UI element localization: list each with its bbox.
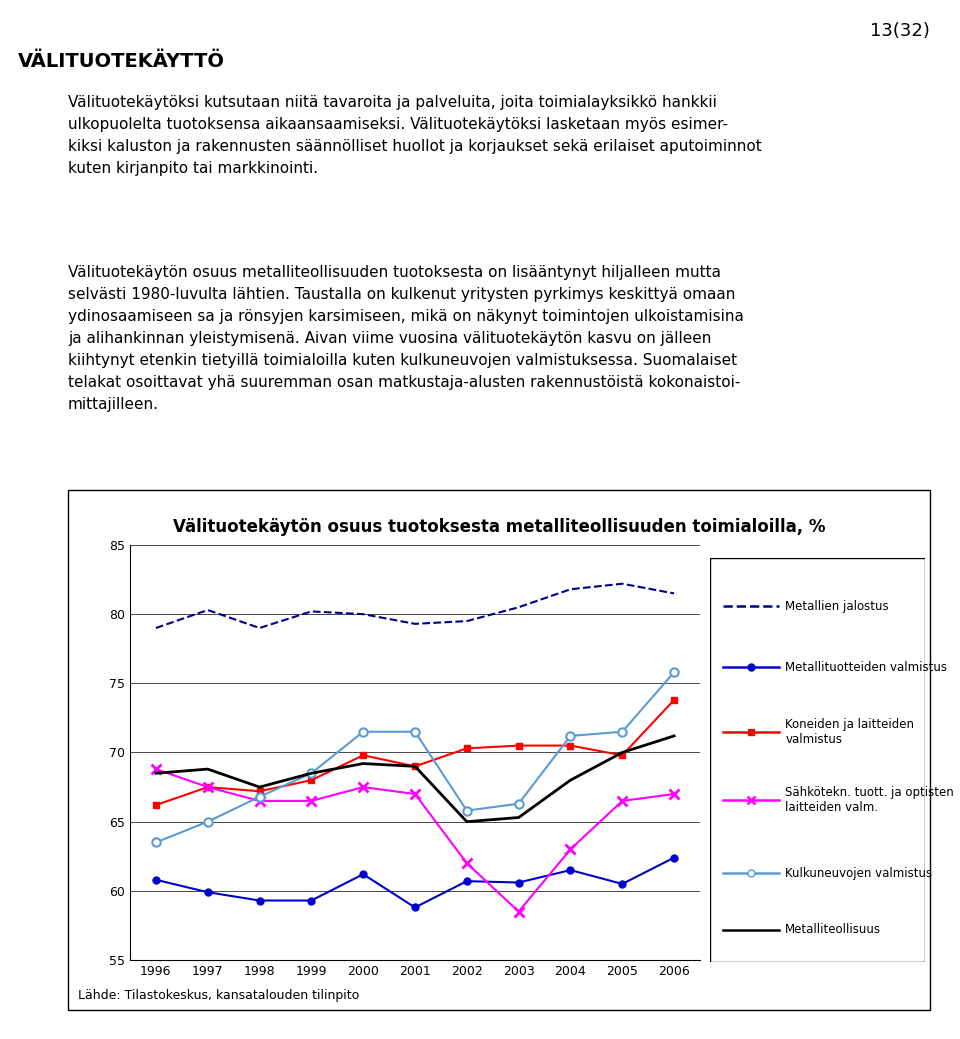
Metalliteollisuus xyxy=(564,774,576,787)
Metalliteollisuus xyxy=(409,761,420,773)
Kulkuneuvojen valmistus xyxy=(668,666,680,678)
Metallituotteiden valmistus xyxy=(513,876,524,888)
Metallituotteiden valmistus xyxy=(357,868,369,880)
Metallien jalostus xyxy=(616,578,628,590)
Metallituotteiden valmistus xyxy=(150,874,161,886)
Koneiden ja laitteiden valmistus xyxy=(202,781,213,794)
Text: ja alihankinnan yleistymisenä. Aivan viime vuosina välituotekäytön kasvu on jäll: ja alihankinnan yleistymisenä. Aivan vii… xyxy=(68,331,711,346)
Koneiden ja laitteiden valmistus xyxy=(513,740,524,752)
Metalliteollisuus xyxy=(150,767,161,779)
Koneiden ja laitteiden valmistus xyxy=(616,749,628,762)
Metallien jalostus xyxy=(150,621,161,634)
Text: Kulkuneuvojen valmistus: Kulkuneuvojen valmistus xyxy=(785,867,932,880)
Kulkuneuvojen valmistus xyxy=(513,798,524,810)
Sähkötekn. tuott. ja optisten
laitteiden valm. xyxy=(150,763,161,775)
Sähkötekn. tuott. ja optisten
laitteiden valm. xyxy=(668,788,680,800)
Kulkuneuvojen valmistus xyxy=(305,767,317,779)
Text: Välituotekäytöksi kutsutaan niitä tavaroita ja palveluita, joita toimialayksikkö: Välituotekäytöksi kutsutaan niitä tavaro… xyxy=(68,95,717,110)
Sähkötekn. tuott. ja optisten
laitteiden valm. xyxy=(253,795,265,807)
Text: Välituotekäytön osuus tuotoksesta metalliteollisuuden toimialoilla, %: Välituotekäytön osuus tuotoksesta metall… xyxy=(173,518,826,536)
Kulkuneuvojen valmistus xyxy=(461,804,472,817)
Metalliteollisuus xyxy=(616,746,628,758)
Metallien jalostus xyxy=(461,615,472,628)
Koneiden ja laitteiden valmistus xyxy=(253,785,265,798)
Metallituotteiden valmistus xyxy=(202,886,213,899)
Koneiden ja laitteiden valmistus xyxy=(150,799,161,811)
Metallituotteiden valmistus xyxy=(564,863,576,876)
Line: Metallituotteiden valmistus: Metallituotteiden valmistus xyxy=(153,854,678,911)
Text: Metallituotteiden valmistus: Metallituotteiden valmistus xyxy=(785,661,948,673)
Text: kiihtynyt etenkin tietyillä toimialoilla kuten kulkuneuvojen valmistuksessa. Suo: kiihtynyt etenkin tietyillä toimialoilla… xyxy=(68,353,737,368)
Kulkuneuvojen valmistus xyxy=(150,836,161,849)
Text: 13(32): 13(32) xyxy=(870,22,930,39)
Metalliteollisuus xyxy=(357,757,369,770)
Metalliteollisuus xyxy=(461,816,472,828)
Text: Metalliteollisuus: Metalliteollisuus xyxy=(785,924,881,936)
Kulkuneuvojen valmistus xyxy=(253,791,265,803)
Metallien jalostus xyxy=(564,583,576,595)
Metallituotteiden valmistus xyxy=(305,895,317,907)
Sähkötekn. tuott. ja optisten
laitteiden valm. xyxy=(461,857,472,870)
Line: Sähkötekn. tuott. ja optisten
laitteiden valm.: Sähkötekn. tuott. ja optisten laitteiden… xyxy=(151,765,679,916)
Metalliteollisuus xyxy=(513,811,524,824)
Sähkötekn. tuott. ja optisten
laitteiden valm. xyxy=(202,781,213,794)
Text: ulkopuolelta tuotoksensa aikaansaamiseksi. Välituotekäytöksi lasketaan myös esim: ulkopuolelta tuotoksensa aikaansaamiseks… xyxy=(68,117,728,132)
Metalliteollisuus xyxy=(305,767,317,779)
Metalliteollisuus xyxy=(253,781,265,794)
Text: mittajilleen.: mittajilleen. xyxy=(68,397,159,412)
Koneiden ja laitteiden valmistus xyxy=(564,740,576,752)
Sähkötekn. tuott. ja optisten
laitteiden valm. xyxy=(564,843,576,855)
Metallien jalostus xyxy=(305,605,317,617)
Metallien jalostus xyxy=(513,601,524,613)
Text: Metallien jalostus: Metallien jalostus xyxy=(785,600,889,613)
Metallituotteiden valmistus xyxy=(461,875,472,887)
Text: Välituotekäytön osuus metalliteollisuuden tuotoksesta on lisääntynyt hiljalleen : Välituotekäytön osuus metalliteollisuude… xyxy=(68,265,721,279)
Text: kuten kirjanpito tai markkinointi.: kuten kirjanpito tai markkinointi. xyxy=(68,161,318,176)
Metalliteollisuus xyxy=(668,729,680,742)
Text: Sähkötekn. tuott. ja optisten
laitteiden valm.: Sähkötekn. tuott. ja optisten laitteiden… xyxy=(785,787,954,815)
Metallituotteiden valmistus xyxy=(253,895,265,907)
Line: Metallien jalostus: Metallien jalostus xyxy=(156,584,674,628)
Line: Koneiden ja laitteiden valmistus: Koneiden ja laitteiden valmistus xyxy=(153,696,678,808)
Kulkuneuvojen valmistus xyxy=(616,725,628,738)
Kulkuneuvojen valmistus xyxy=(357,725,369,738)
Koneiden ja laitteiden valmistus xyxy=(305,774,317,787)
Bar xyxy=(68,490,930,1010)
Kulkuneuvojen valmistus xyxy=(202,816,213,828)
Kulkuneuvojen valmistus xyxy=(409,725,420,738)
Sähkötekn. tuott. ja optisten
laitteiden valm. xyxy=(513,905,524,917)
Text: Koneiden ja laitteiden
valmistus: Koneiden ja laitteiden valmistus xyxy=(785,718,914,746)
Metallien jalostus xyxy=(409,617,420,630)
Metalliteollisuus xyxy=(202,763,213,775)
Metallituotteiden valmistus xyxy=(409,901,420,913)
Koneiden ja laitteiden valmistus xyxy=(357,749,369,762)
Text: ydinosaamiseen sa ja rönsyjen karsimiseen, mikä on näkynyt toimintojen ulkoistam: ydinosaamiseen sa ja rönsyjen karsimisee… xyxy=(68,309,744,324)
Koneiden ja laitteiden valmistus xyxy=(668,694,680,707)
Metallien jalostus xyxy=(668,587,680,600)
Text: VÄLITUOTEKÄYTTÖ: VÄLITUOTEKÄYTTÖ xyxy=(18,52,225,71)
Metallituotteiden valmistus xyxy=(668,851,680,863)
Koneiden ja laitteiden valmistus xyxy=(461,742,472,754)
Sähkötekn. tuott. ja optisten
laitteiden valm. xyxy=(616,795,628,807)
Metallituotteiden valmistus xyxy=(616,878,628,890)
Line: Kulkuneuvojen valmistus: Kulkuneuvojen valmistus xyxy=(152,668,679,847)
Kulkuneuvojen valmistus xyxy=(564,729,576,742)
FancyBboxPatch shape xyxy=(710,558,925,962)
Text: selvästi 1980-luvulta lähtien. Taustalla on kulkenut yritysten pyrkimys keskitty: selvästi 1980-luvulta lähtien. Taustalla… xyxy=(68,287,735,302)
Metallien jalostus xyxy=(357,608,369,620)
Metallien jalostus xyxy=(202,604,213,616)
Text: telakat osoittavat yhä suuremman osan matkustaja-alusten rakennustöistä kokonais: telakat osoittavat yhä suuremman osan ma… xyxy=(68,375,740,390)
Metallien jalostus xyxy=(253,621,265,634)
Sähkötekn. tuott. ja optisten
laitteiden valm. xyxy=(409,788,420,800)
Sähkötekn. tuott. ja optisten
laitteiden valm. xyxy=(357,781,369,794)
Koneiden ja laitteiden valmistus xyxy=(409,761,420,773)
Sähkötekn. tuott. ja optisten
laitteiden valm. xyxy=(305,795,317,807)
Text: kiksi kaluston ja rakennusten säännölliset huollot ja korjaukset sekä erilaiset : kiksi kaluston ja rakennusten säännöllis… xyxy=(68,139,761,154)
Text: Lähde: Tilastokeskus, kansatalouden tilinpito: Lähde: Tilastokeskus, kansatalouden tili… xyxy=(78,989,359,1002)
Line: Metalliteollisuus: Metalliteollisuus xyxy=(156,736,674,822)
